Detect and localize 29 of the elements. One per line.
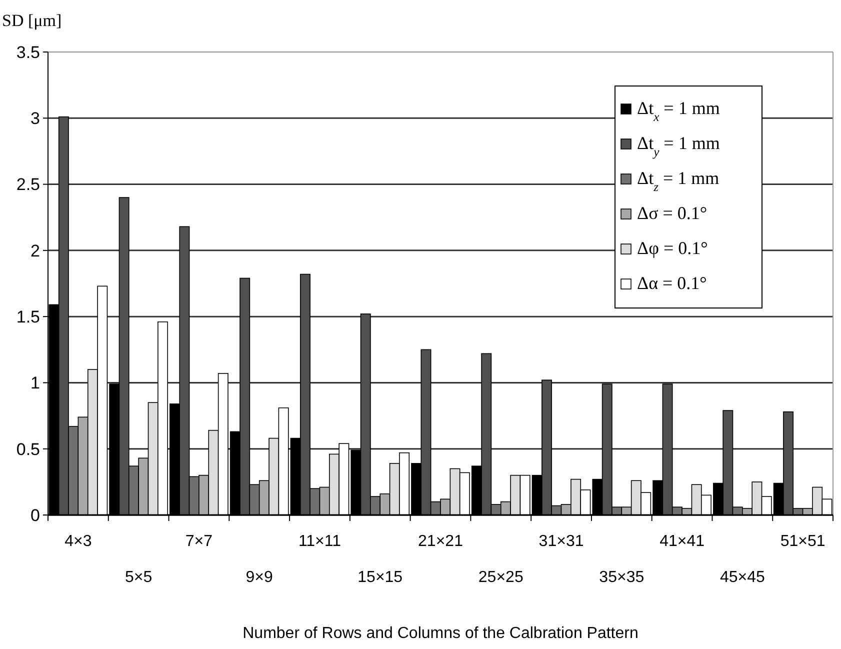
x-tick-label: 41×41 (660, 533, 705, 550)
x-tick-label: 51×51 (780, 533, 826, 550)
y-tick-label: 2.5 (16, 175, 40, 194)
x-tick-label: 31×31 (538, 533, 584, 550)
legend-label: Δφ = 0.1° (637, 238, 708, 258)
legend-label: Δt$_{z}$ = 1 mm (637, 168, 720, 194)
x-tick-label: 7×7 (185, 533, 213, 550)
x-tick-label: 35×35 (599, 569, 644, 586)
y-tick-label: 3.5 (16, 42, 40, 62)
y-tick-label: 0 (30, 506, 40, 525)
y-tick-label: 1.5 (16, 308, 40, 327)
x-tick-label: 45×45 (720, 569, 765, 586)
x-tick-label: 4×3 (64, 533, 92, 550)
x-tick-label: 9×9 (246, 569, 274, 586)
y-tick-label: 1 (30, 374, 40, 393)
legend-label: Δα = 0.1° (637, 273, 707, 293)
x-tick-label: 21×21 (418, 533, 464, 550)
x-tick-label: 15×15 (358, 569, 403, 586)
y-tick-label: 0.5 (16, 440, 40, 459)
y-axis-title: SD [μm] (2, 11, 62, 30)
legend-label: Δt$_{x}$ = 1 mm (637, 98, 720, 124)
y-tick-label: 3 (30, 109, 40, 128)
x-axis-title: Number of Rows and Columns of the Calbration Pattern (242, 625, 638, 642)
x-tick-label: 5×5 (125, 569, 152, 586)
x-tick-label: 25×25 (478, 569, 524, 586)
legend-label: Δt$_{y}$ = 1 mm (637, 133, 720, 159)
legend-label: Δσ = 0.1° (637, 203, 708, 223)
x-tick-label: 11×11 (298, 533, 342, 550)
y-tick-label: 2 (30, 241, 40, 260)
